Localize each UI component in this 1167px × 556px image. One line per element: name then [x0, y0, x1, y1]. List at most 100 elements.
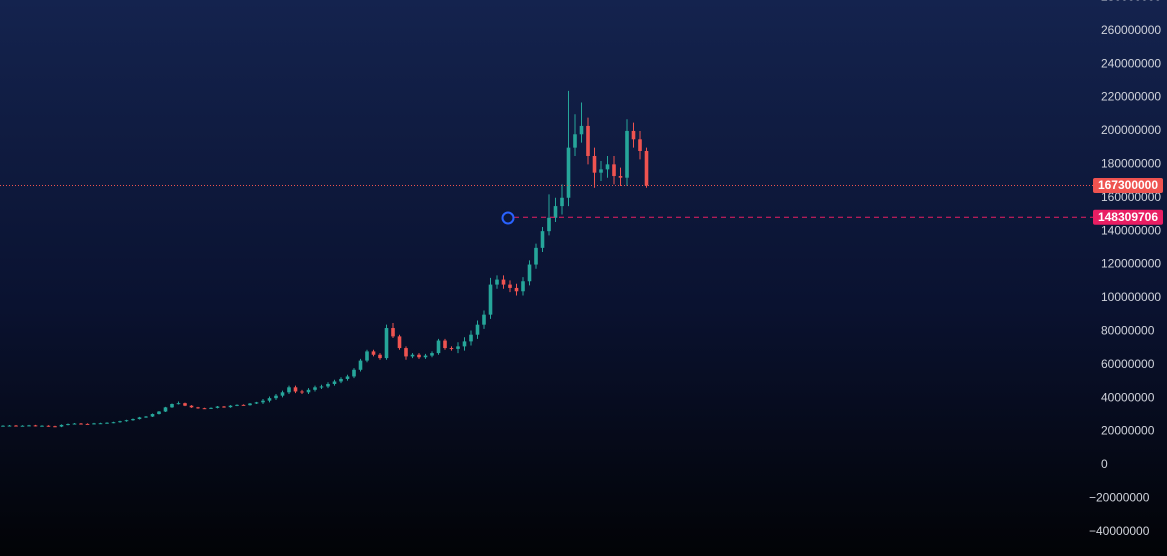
candle-body — [92, 423, 96, 425]
candle-body — [124, 420, 129, 422]
candle-body — [475, 324, 480, 335]
candle-body — [287, 387, 291, 393]
candle-body — [430, 353, 434, 356]
last-price-label: 167300000 — [1098, 178, 1158, 192]
drawing-anchor[interactable] — [501, 211, 515, 225]
candle-body — [482, 314, 486, 325]
candle-body — [527, 264, 532, 282]
y-tick-label: 140000000 — [1101, 223, 1161, 237]
candle-body — [592, 155, 597, 173]
candle-body — [378, 354, 382, 359]
y-tick-label: 60000000 — [1101, 357, 1155, 371]
candle-body — [495, 279, 499, 285]
candle-body — [618, 176, 623, 178]
candle-body — [638, 139, 642, 151]
candle-body — [365, 351, 369, 361]
candle-body — [46, 425, 51, 427]
candle-body — [326, 383, 330, 387]
candle-body — [131, 419, 135, 421]
y-tick-label: −20000000 — [1089, 491, 1150, 505]
candle-body — [553, 206, 558, 218]
candle-body — [449, 348, 454, 350]
candle-body — [313, 387, 317, 390]
y-tick-label: 40000000 — [1101, 390, 1155, 404]
candle-body — [79, 423, 83, 425]
candle-body — [488, 284, 493, 315]
candle-body — [215, 406, 220, 408]
candle-body — [397, 336, 402, 349]
candle-body — [137, 417, 142, 420]
candle-body — [332, 381, 337, 384]
candle-body — [202, 408, 207, 410]
candle-body — [14, 425, 18, 427]
candle-body — [267, 398, 272, 401]
candle-body — [339, 378, 343, 382]
candle-body — [98, 423, 103, 425]
y-tick-label: 200000000 — [1101, 123, 1161, 137]
candle-body — [33, 425, 38, 427]
y-tick-label: 80000000 — [1101, 324, 1155, 338]
last-price-badge — [1093, 178, 1163, 194]
candle-body — [118, 421, 122, 423]
candle-body — [625, 130, 629, 178]
candle-body — [423, 355, 428, 358]
candle-body — [436, 340, 441, 354]
candle-body — [391, 328, 395, 337]
candle-body — [358, 360, 363, 370]
candle-body — [456, 346, 460, 349]
candle-body — [111, 422, 116, 424]
candle-body — [189, 405, 194, 408]
y-tick-label: 180000000 — [1101, 157, 1161, 171]
candle-body — [566, 147, 571, 198]
candle-body — [170, 404, 174, 408]
candle-body — [196, 407, 200, 409]
candle-body — [261, 400, 265, 403]
candle-body — [241, 404, 246, 406]
y-tick-label: 280000000 — [1101, 0, 1161, 3]
candle-body — [222, 406, 226, 408]
candle-body — [521, 281, 525, 292]
y-tick-label: 0 — [1101, 457, 1108, 471]
candle-body — [163, 407, 168, 412]
candle-body — [612, 164, 616, 177]
candle-body — [176, 403, 181, 405]
candle-body — [599, 169, 603, 173]
candle-body — [66, 424, 70, 426]
candle-body — [319, 386, 324, 388]
candle-body — [27, 425, 31, 427]
candle-body — [384, 328, 389, 359]
candle-body — [53, 426, 57, 428]
candle-body — [644, 150, 649, 186]
candle-body — [371, 351, 376, 355]
candle-body — [573, 134, 577, 148]
candle-body — [547, 217, 551, 232]
candle-body — [586, 125, 590, 156]
candle-body — [306, 389, 311, 393]
y-tick-label: 120000000 — [1101, 257, 1161, 271]
candle-body — [605, 164, 610, 170]
candle-body — [404, 348, 408, 357]
candle-body — [254, 402, 259, 404]
candle-body — [157, 411, 161, 415]
candle-body — [235, 404, 239, 406]
candle-body — [534, 247, 538, 265]
candle-body — [540, 231, 545, 248]
candle-body — [417, 354, 421, 358]
y-tick-label: 100000000 — [1101, 290, 1161, 304]
candle-body — [183, 403, 187, 406]
candle-body — [280, 392, 285, 396]
candle-body — [1, 425, 5, 427]
y-tick-label: 220000000 — [1101, 90, 1161, 104]
horizontal-line-label: 148309706 — [1098, 210, 1158, 224]
candle-body — [352, 369, 356, 377]
candle-body — [514, 287, 519, 292]
candle-body — [293, 387, 298, 392]
candle-body — [469, 334, 473, 342]
y-tick-label: 20000000 — [1101, 424, 1155, 438]
candle-body — [209, 407, 213, 409]
horizontal-line-badge — [1093, 209, 1163, 225]
candle-body — [560, 197, 564, 207]
candle-body — [579, 125, 584, 135]
candle-body — [144, 416, 148, 418]
